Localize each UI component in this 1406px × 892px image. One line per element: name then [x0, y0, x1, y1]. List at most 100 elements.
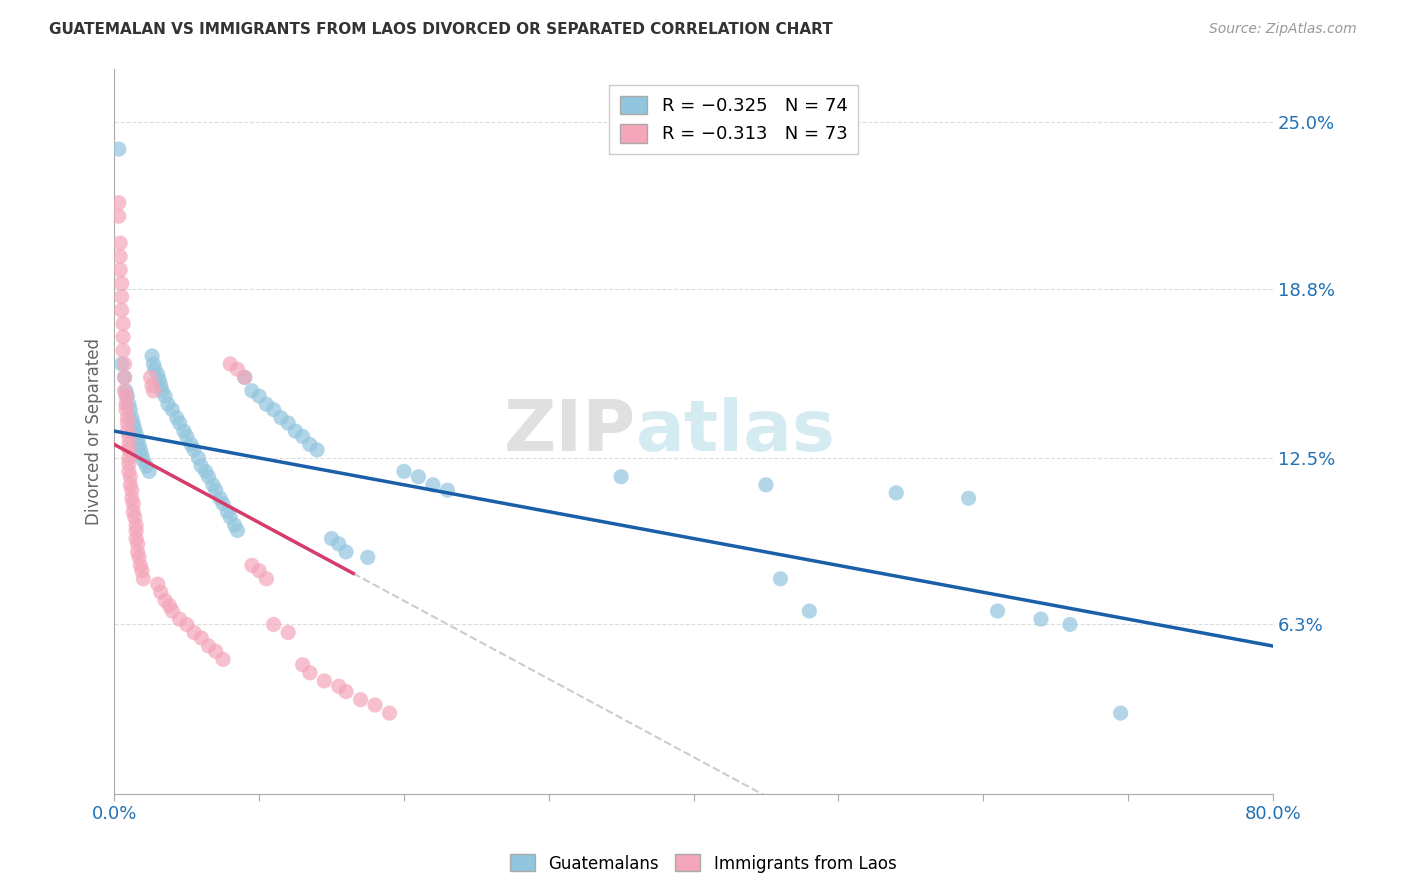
Point [120, 469, 142, 483]
Point [131, 448, 153, 462]
Point [131, 564, 153, 578]
Point [122, 497, 145, 511]
Point [219, 510, 242, 524]
Point [143, 362, 166, 376]
Point [197, 469, 219, 483]
Point [183, 625, 205, 640]
Point [118, 442, 141, 457]
Point [124, 421, 146, 435]
Point [291, 429, 314, 443]
Point [162, 402, 184, 417]
Point [212, 652, 235, 666]
Point [111, 277, 134, 291]
Point [378, 706, 401, 720]
Point [1029, 612, 1052, 626]
Point [166, 410, 188, 425]
Point [142, 357, 165, 371]
Point [957, 491, 980, 506]
Point [125, 532, 148, 546]
Point [115, 397, 138, 411]
Point [328, 537, 350, 551]
Point [120, 478, 142, 492]
Point [769, 572, 792, 586]
Legend: Guatemalans, Immigrants from Laos: Guatemalans, Immigrants from Laos [503, 847, 903, 880]
Point [349, 692, 371, 706]
Point [169, 416, 191, 430]
Point [142, 384, 165, 398]
Point [112, 343, 135, 358]
Point [138, 464, 160, 478]
Point [127, 545, 149, 559]
Point [219, 357, 242, 371]
Point [233, 370, 256, 384]
Point [115, 402, 138, 417]
Point [150, 384, 173, 398]
Text: Source: ZipAtlas.com: Source: ZipAtlas.com [1209, 22, 1357, 37]
Point [240, 558, 263, 573]
Point [121, 483, 143, 498]
Point [111, 303, 134, 318]
Point [298, 437, 321, 451]
Point [128, 437, 150, 451]
Point [392, 464, 415, 478]
Point [118, 429, 141, 443]
Point [108, 236, 131, 251]
Text: ZIP: ZIP [503, 397, 636, 466]
Point [114, 370, 136, 384]
Legend: R = −0.325   N = 74, R = −0.313   N = 73: R = −0.325 N = 74, R = −0.313 N = 73 [609, 85, 858, 154]
Point [173, 424, 195, 438]
Point [422, 478, 444, 492]
Point [108, 263, 131, 277]
Y-axis label: Divorced or Separated: Divorced or Separated [86, 337, 103, 524]
Point [194, 464, 217, 478]
Point [270, 410, 292, 425]
Point [117, 424, 139, 438]
Point [127, 537, 149, 551]
Point [321, 532, 343, 546]
Point [128, 550, 150, 565]
Point [159, 599, 181, 613]
Point [139, 370, 162, 384]
Point [408, 469, 430, 483]
Point [240, 384, 263, 398]
Point [125, 426, 148, 441]
Point [224, 518, 246, 533]
Point [226, 524, 249, 538]
Point [183, 442, 205, 457]
Point [129, 558, 152, 573]
Point [254, 397, 277, 411]
Point [247, 564, 270, 578]
Point [117, 416, 139, 430]
Text: atlas: atlas [636, 397, 835, 466]
Point [120, 402, 142, 417]
Point [314, 673, 336, 688]
Point [108, 250, 131, 264]
Point [125, 524, 148, 538]
Point [233, 370, 256, 384]
Point [107, 195, 129, 210]
Point [217, 505, 239, 519]
Point [436, 483, 458, 498]
Point [201, 478, 224, 492]
Point [799, 604, 821, 618]
Point [284, 424, 307, 438]
Point [755, 478, 778, 492]
Point [153, 389, 176, 403]
Point [610, 469, 633, 483]
Point [247, 389, 270, 403]
Point [277, 625, 299, 640]
Point [129, 442, 152, 457]
Point [204, 644, 226, 658]
Point [987, 604, 1010, 618]
Point [114, 357, 136, 371]
Point [118, 450, 141, 465]
Point [149, 378, 172, 392]
Point [122, 505, 145, 519]
Point [112, 317, 135, 331]
Point [1059, 617, 1081, 632]
Point [121, 491, 143, 506]
Point [117, 389, 139, 403]
Point [118, 464, 141, 478]
Point [263, 617, 285, 632]
Point [121, 410, 143, 425]
